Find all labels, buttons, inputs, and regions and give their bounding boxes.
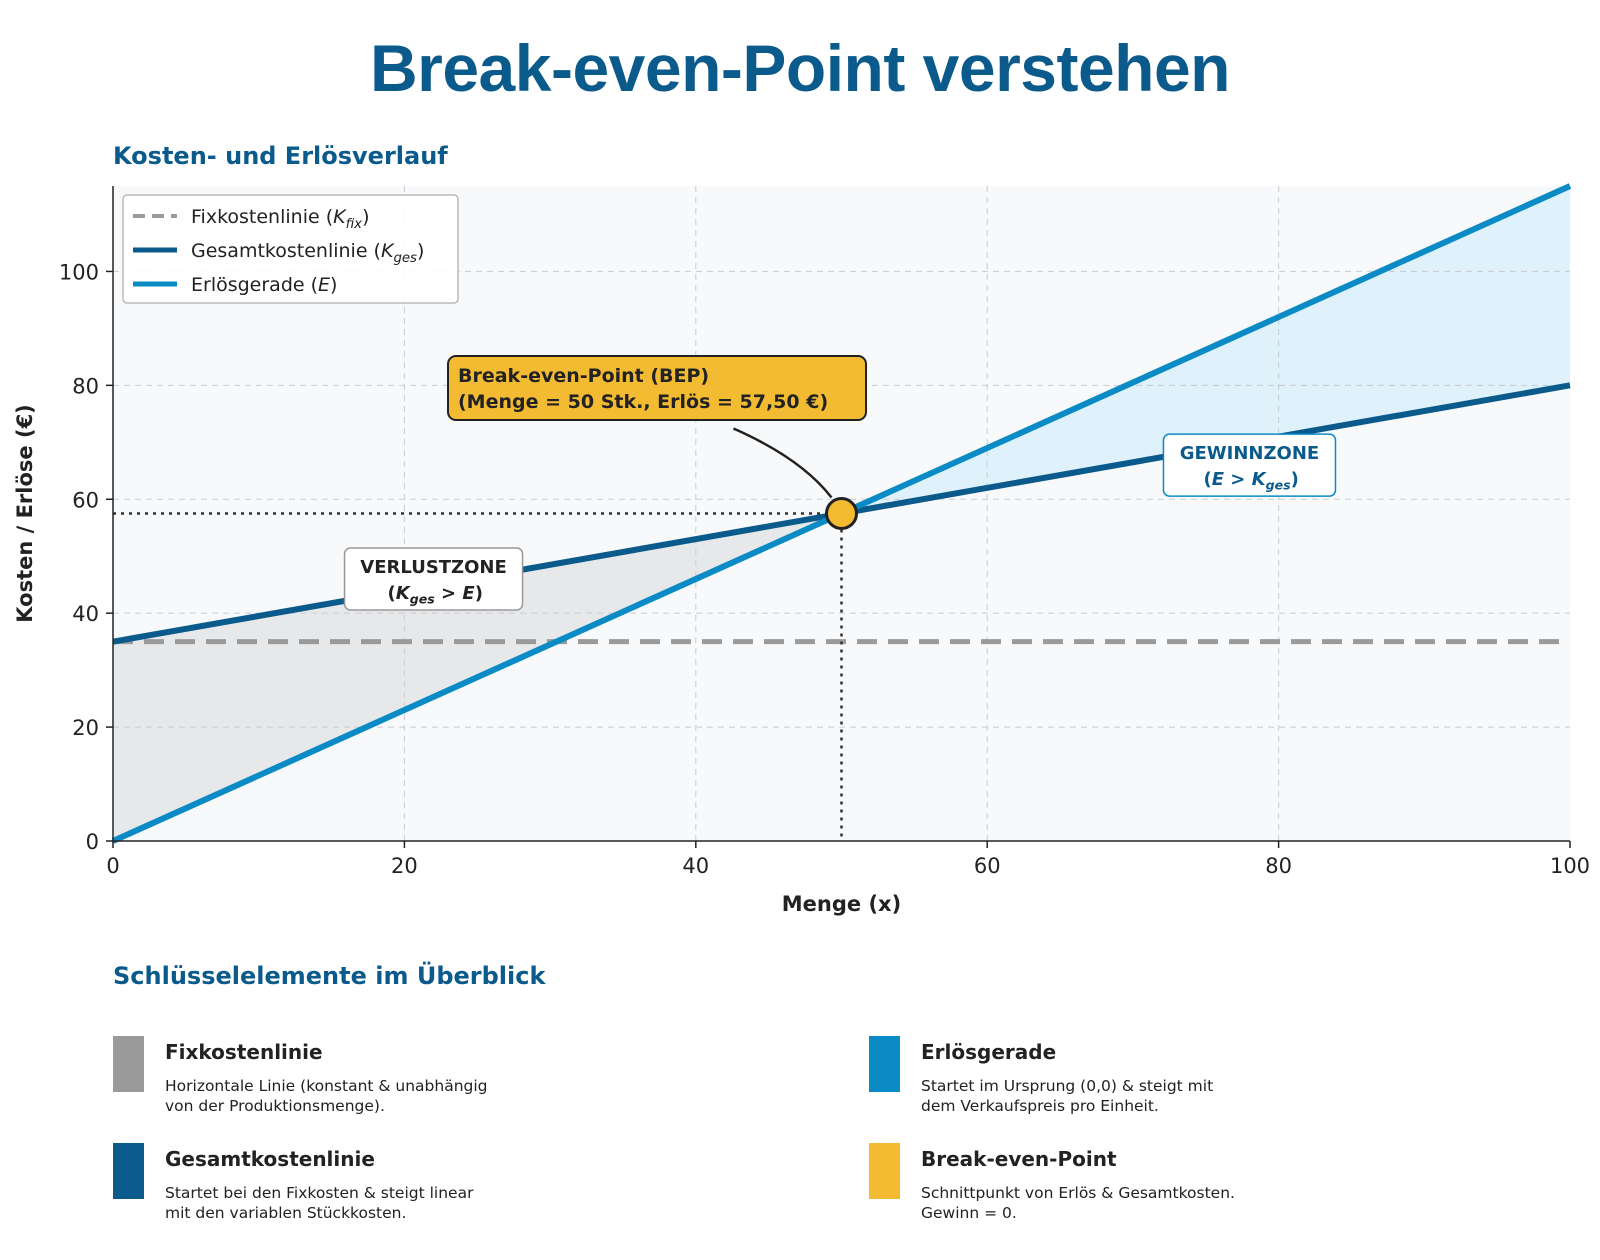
revenue-swatch — [869, 1036, 900, 1092]
card-description: Startet im Ursprung (0,0) & steigt mit d… — [921, 1076, 1341, 1116]
card-desc-line: Horizontale Linie (konstant & unabhängig — [165, 1077, 488, 1095]
x-tick-label: 80 — [1265, 854, 1292, 878]
bep-arrow — [732, 427, 833, 499]
y-tick-label: 20 — [72, 716, 99, 740]
x-tick-label: 20 — [391, 854, 418, 878]
legend-box — [122, 194, 459, 304]
bep-annotation-line2: (Menge = 50 Stk., Erlös = 57,50 €) — [458, 391, 828, 413]
profit-zone-label: GEWINNZONE (E > Kges) — [1162, 433, 1337, 497]
card-desc-line: von der Produktionsmenge). — [165, 1097, 385, 1115]
card-total: Gesamtkostenlinie Startet bei den Fixkos… — [113, 1143, 633, 1223]
card-description: Horizontale Linie (konstant & unabhängig… — [165, 1076, 585, 1116]
fixed-swatch — [113, 1036, 144, 1092]
card-revenue: Erlösgerade Startet im Ursprung (0,0) & … — [869, 1036, 1389, 1116]
y-tick-label: 60 — [72, 488, 99, 512]
profit-zone-label-title: GEWINNZONE — [1180, 443, 1319, 464]
math-label: Fixkostenlinie (Kfix) — [191, 206, 369, 232]
math-label: (Kges > E) — [388, 583, 483, 607]
card-title: Fixkostenlinie — [165, 1040, 323, 1064]
bep-annotation-box — [447, 355, 867, 421]
x-tick-label: 40 — [682, 854, 709, 878]
card-desc-line: Startet bei den Fixkosten & steigt linea… — [165, 1184, 474, 1202]
page-title: Break-even-Point verstehen — [370, 31, 1231, 105]
loss-zone-label-box — [343, 547, 524, 611]
y-tick-label: 40 — [72, 602, 99, 626]
y-tick-label: 80 — [72, 374, 99, 398]
chart-legend: Fixkostenlinie (Kfix) Gesamtkostenlinie (… — [122, 194, 459, 304]
x-tick-label: 0 — [106, 854, 119, 878]
bep-swatch — [869, 1143, 900, 1199]
break-even-chart: 0 20 40 60 80 100 0 20 40 60 80 100 Menge (x) Kosten … — [13, 183, 1590, 916]
card-description: Startet bei den Fixkosten & steigt linea… — [165, 1183, 585, 1223]
y-tick-label: 0 — [86, 830, 99, 854]
loss-zone-label-title: VERLUSTZONE — [360, 557, 507, 578]
card-desc-line: mit den variablen Stückkosten. — [165, 1204, 407, 1222]
bep-annotation: Break-even-Point (BEP) (Menge = 50 Stk., … — [447, 355, 867, 421]
math-label: Erlösgerade (E) — [191, 274, 337, 296]
x-axis-label: Menge (x) — [782, 892, 901, 916]
card-desc-line: Gewinn = 0. — [921, 1204, 1017, 1222]
x-tick-label: 100 — [1550, 854, 1590, 878]
chart-section-title: Kosten- und Erlösverlauf — [113, 142, 448, 170]
total-swatch — [113, 1143, 144, 1199]
card-bep: Break-even-Point Schnittpunkt von Erlös … — [869, 1143, 1389, 1223]
overview-title: Schlüsselelemente im Überblick — [113, 962, 546, 990]
x-tick-label: 60 — [974, 854, 1001, 878]
card-fixed: Fixkostenlinie Horizontale Linie (konsta… — [113, 1036, 633, 1116]
card-title: Break-even-Point — [921, 1147, 1117, 1171]
card-title: Erlösgerade — [921, 1040, 1057, 1064]
loss-zone-label: VERLUSTZONE (Kges > E) — [343, 547, 524, 611]
profit-zone-label-box — [1162, 433, 1337, 497]
card-title: Gesamtkostenlinie — [165, 1147, 375, 1171]
card-description: Schnittpunkt von Erlös & Gesamtkosten. G… — [921, 1183, 1341, 1223]
profit-zone-condition: (E > Kges) — [1203, 469, 1298, 493]
bep-point — [825, 497, 858, 530]
math-label: Gesamtkostenlinie (Kges) — [191, 240, 424, 266]
bep-annotation-line1: Break-even-Point (BEP) — [458, 365, 709, 387]
card-desc-line: Schnittpunkt von Erlös & Gesamtkosten. — [921, 1184, 1235, 1202]
y-tick-label: 100 — [59, 260, 99, 284]
card-desc-line: Startet im Ursprung (0,0) & steigt mit — [921, 1077, 1214, 1095]
y-axis-label: Kosten / Erlöse (€) — [13, 404, 37, 623]
card-desc-line: dem Verkaufspreis pro Einheit. — [921, 1097, 1159, 1115]
